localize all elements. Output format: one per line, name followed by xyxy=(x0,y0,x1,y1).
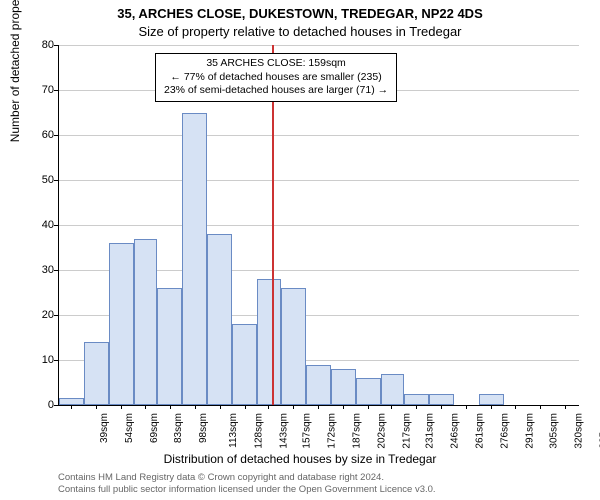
xtick-label: 202sqm xyxy=(377,413,388,449)
xtick-mark xyxy=(491,405,492,409)
histogram-bar xyxy=(84,342,109,405)
gridline-h xyxy=(59,180,579,181)
xtick-mark xyxy=(391,405,392,409)
histogram-bar xyxy=(404,394,429,405)
xtick-mark xyxy=(121,405,122,409)
xtick-label: 305sqm xyxy=(548,413,559,449)
gridline-h xyxy=(59,45,579,46)
xtick-mark xyxy=(220,405,221,409)
ytick-mark xyxy=(54,270,58,271)
histogram-bar xyxy=(331,369,356,405)
xtick-label: 54sqm xyxy=(124,413,135,443)
xtick-mark xyxy=(195,405,196,409)
footer-attribution: Contains HM Land Registry data © Crown c… xyxy=(58,472,436,496)
histogram-bar xyxy=(479,394,504,405)
annotation-line1: 35 ARCHES CLOSE: 159sqm xyxy=(164,57,388,71)
xtick-label: 98sqm xyxy=(198,413,209,443)
xtick-label: 217sqm xyxy=(402,413,413,449)
chart-title-main: 35, ARCHES CLOSE, DUKESTOWN, TREDEGAR, N… xyxy=(0,6,600,21)
xtick-mark xyxy=(368,405,369,409)
histogram-bar xyxy=(306,365,331,406)
ytick-mark xyxy=(54,225,58,226)
histogram-bar xyxy=(59,398,84,405)
annotation-line2: ← 77% of detached houses are smaller (23… xyxy=(164,71,388,85)
xtick-mark xyxy=(466,405,467,409)
xtick-mark xyxy=(145,405,146,409)
ytick-label: 80 xyxy=(14,39,54,51)
xtick-label: 69sqm xyxy=(149,413,160,443)
histogram-bar xyxy=(232,324,257,405)
ytick-label: 0 xyxy=(14,399,54,411)
ytick-mark xyxy=(54,135,58,136)
histogram-bar xyxy=(356,378,381,405)
xtick-label: 39sqm xyxy=(99,413,110,443)
xtick-label: 143sqm xyxy=(278,413,289,449)
ytick-label: 30 xyxy=(14,264,54,276)
xtick-label: 187sqm xyxy=(352,413,363,449)
xtick-label: 291sqm xyxy=(525,413,536,449)
xtick-mark xyxy=(96,405,97,409)
xtick-label: 276sqm xyxy=(500,413,511,449)
histogram-bar xyxy=(207,234,232,405)
histogram-bar xyxy=(281,288,306,405)
xtick-label: 246sqm xyxy=(450,413,461,449)
ytick-label: 10 xyxy=(14,354,54,366)
xtick-mark xyxy=(565,405,566,409)
xtick-label: 261sqm xyxy=(475,413,486,449)
histogram-bar xyxy=(134,239,157,406)
ytick-label: 50 xyxy=(14,174,54,186)
gridline-h xyxy=(59,225,579,226)
xtick-mark xyxy=(71,405,72,409)
ytick-mark xyxy=(54,45,58,46)
histogram-bar xyxy=(381,374,404,406)
ytick-label: 40 xyxy=(14,219,54,231)
footer-line1: Contains HM Land Registry data © Crown c… xyxy=(58,472,436,484)
xtick-mark xyxy=(318,405,319,409)
gridline-h xyxy=(59,135,579,136)
histogram-bar xyxy=(257,279,280,405)
annotation-box: 35 ARCHES CLOSE: 159sqm ← 77% of detache… xyxy=(155,53,397,102)
chart-container: 35, ARCHES CLOSE, DUKESTOWN, TREDEGAR, N… xyxy=(0,0,600,500)
ytick-label: 70 xyxy=(14,84,54,96)
xtick-mark xyxy=(515,405,516,409)
histogram-bar xyxy=(429,394,454,405)
histogram-bar xyxy=(182,113,207,406)
ytick-mark xyxy=(54,90,58,91)
histogram-bar xyxy=(157,288,182,405)
xtick-mark xyxy=(441,405,442,409)
ytick-mark xyxy=(54,315,58,316)
ytick-mark xyxy=(54,405,58,406)
xtick-mark xyxy=(540,405,541,409)
xtick-mark xyxy=(343,405,344,409)
chart-title-sub: Size of property relative to detached ho… xyxy=(0,24,600,39)
ytick-mark xyxy=(54,360,58,361)
xtick-mark xyxy=(170,405,171,409)
xtick-label: 320sqm xyxy=(573,413,584,449)
xtick-mark xyxy=(268,405,269,409)
histogram-bar xyxy=(109,243,134,405)
xtick-mark xyxy=(293,405,294,409)
xtick-label: 113sqm xyxy=(228,413,239,448)
xtick-label: 157sqm xyxy=(302,413,313,449)
footer-line2: Contains full public sector information … xyxy=(58,484,436,496)
annotation-line3: 23% of semi-detached houses are larger (… xyxy=(164,84,388,98)
xtick-label: 128sqm xyxy=(253,413,264,449)
y-axis-label: Number of detached properties xyxy=(8,0,22,142)
ytick-label: 20 xyxy=(14,309,54,321)
xtick-label: 83sqm xyxy=(173,413,184,443)
x-axis-label: Distribution of detached houses by size … xyxy=(0,452,600,466)
ytick-mark xyxy=(54,180,58,181)
xtick-mark xyxy=(245,405,246,409)
xtick-label: 172sqm xyxy=(327,413,338,449)
ytick-label: 60 xyxy=(14,129,54,141)
xtick-label: 231sqm xyxy=(425,413,436,449)
xtick-mark xyxy=(416,405,417,409)
